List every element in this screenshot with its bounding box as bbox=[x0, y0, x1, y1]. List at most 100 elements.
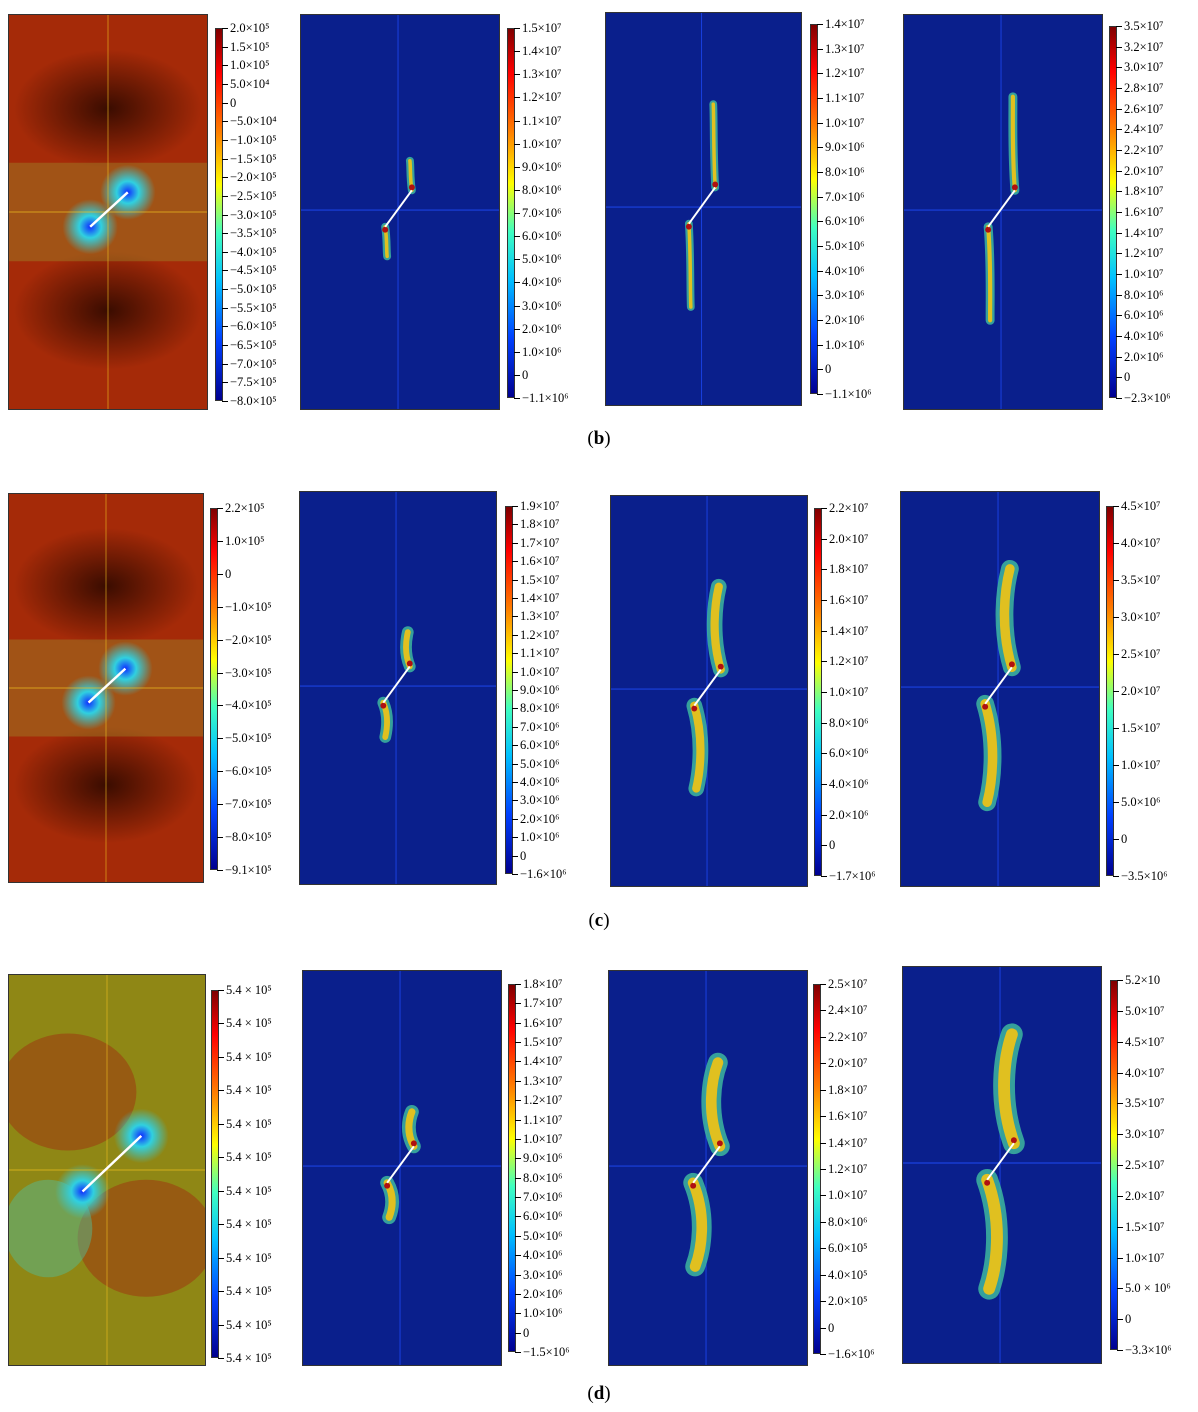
colorbar-tick-label: −1.1×10⁶ bbox=[514, 391, 569, 405]
colorbar-tick-label: 2.0×10⁶ bbox=[1116, 349, 1164, 364]
colorbar-tick-label: −4.5×10⁵ bbox=[222, 263, 277, 278]
colorbar-tick-label: 1.4×10⁷ bbox=[515, 1054, 563, 1069]
colorbar-tick-label: 3.2×10⁷ bbox=[1116, 39, 1164, 54]
colorbar-tick-label: 1.4×10⁷ bbox=[514, 44, 562, 59]
colorbar-tick-label: 5.0×10⁶ bbox=[515, 1228, 563, 1243]
colorbar-tick-label: −6.0×10⁵ bbox=[222, 319, 277, 334]
colorbar-tick-label: 4.0×10⁷ bbox=[1117, 1065, 1165, 1080]
colorbar-tick-label: 1.1×10⁷ bbox=[512, 646, 560, 661]
colorbar-tick-label: 1.5×10⁵ bbox=[222, 39, 270, 54]
colorbar-tick-label: 5.4 × 10⁵ bbox=[218, 1217, 272, 1232]
colorbar-tick-label: −1.6×10⁶ bbox=[820, 1347, 875, 1361]
colorbar-tick-label: 1.0×10⁶ bbox=[514, 344, 562, 359]
colorbar-tick-label: −1.0×10⁵ bbox=[222, 132, 277, 147]
colorbar-tick-label: 2.5×10⁷ bbox=[1113, 647, 1161, 661]
caption-c: (c) bbox=[588, 910, 610, 931]
colorbar-tick-label: 8.0×10⁶ bbox=[515, 1170, 563, 1185]
colorbar-tick-label: 1.2×10⁷ bbox=[1116, 246, 1164, 261]
damage-contour bbox=[301, 15, 499, 409]
colorbar-tick-label: 1.0×10⁷ bbox=[817, 115, 865, 130]
colorbar-tick-label: 1.2×10⁷ bbox=[512, 627, 560, 642]
colorbar-tick-label: 5.4 × 10⁵ bbox=[218, 983, 272, 997]
colorbar-tick-label: 1.0×10⁷ bbox=[514, 136, 562, 151]
colorbar-tick-label: 8.0×10⁶ bbox=[820, 1214, 868, 1229]
colorbar-tick-label: 4.0×10⁵ bbox=[820, 1267, 868, 1282]
colorbar-tick-label: 3.0×10⁶ bbox=[514, 298, 562, 313]
colorbar-tick-label: 1.6×10⁷ bbox=[512, 554, 560, 569]
colorbar-tick-label: 0 bbox=[513, 367, 529, 382]
colorbar-tick-label: 4.0×10⁶ bbox=[817, 263, 865, 278]
colorbar-tick-label: 0 bbox=[1112, 832, 1128, 846]
colorbar-tick-label: 1.4×10⁷ bbox=[821, 623, 869, 638]
damage-contour bbox=[609, 971, 807, 1365]
colorbar-tick-label: 8.0×10⁶ bbox=[821, 715, 869, 730]
colorbar-tick-label: 1.9×10⁷ bbox=[512, 499, 560, 513]
colorbar-tick-label: 8.0×10⁶ bbox=[817, 165, 865, 179]
crack-line bbox=[692, 1145, 721, 1184]
colorbar-tick-label: −5.5×10⁵ bbox=[222, 300, 277, 315]
stress-contour bbox=[9, 494, 203, 882]
colorbar-tick-label: 4.0×10⁶ bbox=[515, 1248, 563, 1263]
colorbar-tick-label: 4.0×10⁶ bbox=[514, 275, 562, 290]
colorbar-tick-label: 0 bbox=[816, 362, 832, 377]
crack-line bbox=[81, 1134, 143, 1193]
colorbar-tick-label: 6.0×10⁶ bbox=[821, 746, 869, 761]
colorbar-tick-label: 4.5×10⁷ bbox=[1117, 1034, 1165, 1049]
colorbar-tick-label: −7.0×10⁵ bbox=[222, 356, 277, 371]
damage-contour bbox=[300, 492, 496, 884]
colorbar-tick-label: 1.6×10⁷ bbox=[1116, 205, 1164, 219]
colorbar-tick-label: 2.2×10⁷ bbox=[1116, 143, 1164, 157]
colorbar-tick-label: 0 bbox=[1116, 1312, 1132, 1327]
colorbar-tick-label: −6.5×10⁵ bbox=[222, 338, 277, 353]
colorbar-tick-label: 1.8×10⁷ bbox=[1116, 184, 1164, 199]
colorbar-tick-label: 0 bbox=[514, 1325, 530, 1340]
colorbar-tick-label: 0 bbox=[216, 566, 232, 581]
colorbar-tick-label: 7.0×10⁶ bbox=[514, 206, 562, 220]
colorbar-tick-label: 5.4 × 10⁵ bbox=[218, 1250, 272, 1265]
damage-contour bbox=[903, 967, 1101, 1363]
colorbar-tick-label: 9.0×10⁶ bbox=[515, 1151, 563, 1166]
colorbar-tick-label: −9.1×10⁵ bbox=[217, 863, 272, 877]
colorbar-tick-label: 5.4 × 10⁵ bbox=[218, 1016, 272, 1031]
stress-contour bbox=[9, 975, 205, 1365]
colorbar-tick-label: −8.0×10⁵ bbox=[222, 394, 277, 408]
colorbar-tick-label: 9.0×10⁶ bbox=[817, 140, 865, 155]
colorbar-tick-label: 3.0×10⁷ bbox=[1117, 1127, 1165, 1142]
colorbar-tick-label: 1.0×10⁷ bbox=[820, 1188, 868, 1203]
colorbar-tick-label: 2.0×10⁵ bbox=[820, 1294, 868, 1309]
colorbar-b-3 bbox=[810, 24, 818, 394]
colorbar-tick-label: 6.0×10⁶ bbox=[512, 738, 560, 753]
colorbar-tick-label: 0 bbox=[819, 1320, 835, 1335]
crack-line bbox=[386, 1145, 415, 1184]
colorbar-tick-label: 1.5×10⁷ bbox=[514, 21, 562, 35]
stress-field-d bbox=[8, 974, 206, 1366]
colorbar-tick-label: −2.0×10⁵ bbox=[222, 170, 277, 185]
colorbar-tick-label: 1.4×10⁷ bbox=[512, 591, 560, 605]
colorbar-tick-label: 1.3×10⁷ bbox=[515, 1073, 563, 1088]
colorbar-tick-label: 4.0×10⁶ bbox=[1116, 329, 1164, 343]
colorbar-tick-label: 4.0×10⁷ bbox=[1113, 536, 1161, 550]
damage-field-d-3 bbox=[902, 966, 1102, 1364]
colorbar-tick-label: 2.0×10⁷ bbox=[1113, 684, 1161, 698]
colorbar-tick-label: 1.8×10⁷ bbox=[512, 517, 560, 532]
colorbar-tick-label: 7.0×10⁶ bbox=[817, 189, 865, 204]
damage-contour bbox=[904, 15, 1102, 409]
crack-line bbox=[984, 666, 1013, 705]
colorbar-tick-label: 7.0×10⁶ bbox=[512, 719, 560, 734]
colorbar-tick-label: 1.2×10⁷ bbox=[821, 654, 869, 669]
damage-field-c-2 bbox=[610, 495, 808, 887]
caption-d: (d) bbox=[587, 1383, 611, 1404]
colorbar-tick-label: 5.0×10⁴ bbox=[222, 76, 270, 91]
damage-contour bbox=[606, 13, 801, 405]
colorbar-tick-label: −1.6×10⁶ bbox=[512, 867, 567, 881]
colorbar-tick-label: 1.3×10⁷ bbox=[514, 67, 562, 82]
colorbar-tick-label: 3.0×10⁶ bbox=[515, 1267, 563, 1282]
colorbar-tick-label: 2.6×10⁷ bbox=[1116, 101, 1164, 116]
colorbar-tick-label: 5.4 × 10⁵ bbox=[218, 1284, 272, 1299]
colorbar-tick-label: 1.1×10⁷ bbox=[515, 1112, 563, 1127]
colorbar-tick-label: −1.5×10⁶ bbox=[515, 1345, 570, 1359]
colorbar-tick-label: 2.0×10⁶ bbox=[514, 321, 562, 336]
colorbar-tick-label: 1.0×10⁵ bbox=[222, 58, 270, 73]
colorbar-tick-label: 5.0×10⁶ bbox=[514, 252, 562, 267]
colorbar-tick-label: −2.3×10⁶ bbox=[1116, 391, 1171, 405]
